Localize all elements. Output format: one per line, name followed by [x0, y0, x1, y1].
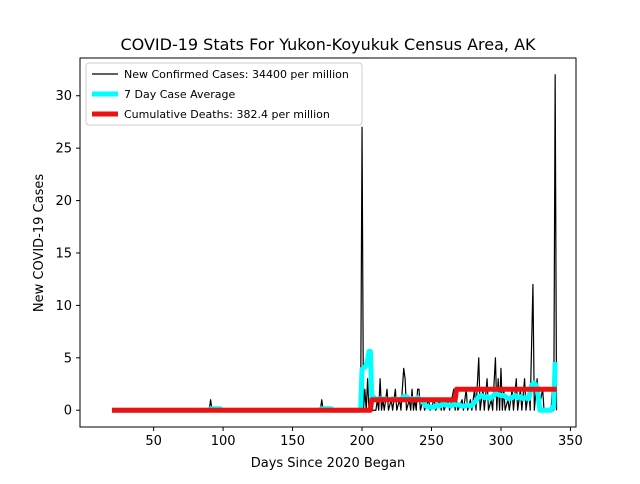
legend-box [85, 62, 363, 126]
series-line-1 [111, 349, 558, 413]
y-tick-label: 20 [55, 194, 72, 209]
legend-label-1: 7 Day Case Average [124, 88, 236, 101]
x-tick-label: 50 [145, 434, 162, 449]
plot-frame [79, 57, 577, 428]
y-tick-label: 0 [64, 404, 72, 419]
legend-label-2: Cumulative Deaths: 382.4 per million [124, 108, 330, 121]
x-tick-label: 200 [350, 434, 375, 449]
legend: New Confirmed Cases: 34400 per million 7 … [85, 62, 363, 126]
y-tick-label: 15 [55, 246, 72, 261]
x-tick-label: 100 [211, 434, 236, 449]
x-tick-label: 350 [558, 434, 583, 449]
series-line-2 [111, 386, 557, 413]
x-tick-label: 150 [280, 434, 305, 449]
y-tick-label: 10 [55, 299, 72, 314]
x-tick-label: 250 [419, 434, 444, 449]
plot-area [79, 57, 577, 428]
chart-title: COVID-19 Stats For Yukon-Koyukuk Census … [120, 35, 536, 54]
legend-label-0: New Confirmed Cases: 34400 per million [124, 68, 349, 81]
axis-ticks: 50 100 150 200 250 300 350 0 5 10 15 20 25 30 [55, 89, 582, 449]
y-tick-label: 5 [64, 351, 72, 366]
y-axis-label: New COVID-19 Cases [32, 174, 47, 312]
x-axis-label: Days Since 2020 Began [251, 456, 406, 471]
x-tick-label: 300 [489, 434, 514, 449]
y-tick-label: 25 [55, 142, 72, 157]
y-tick-label: 30 [55, 89, 72, 104]
